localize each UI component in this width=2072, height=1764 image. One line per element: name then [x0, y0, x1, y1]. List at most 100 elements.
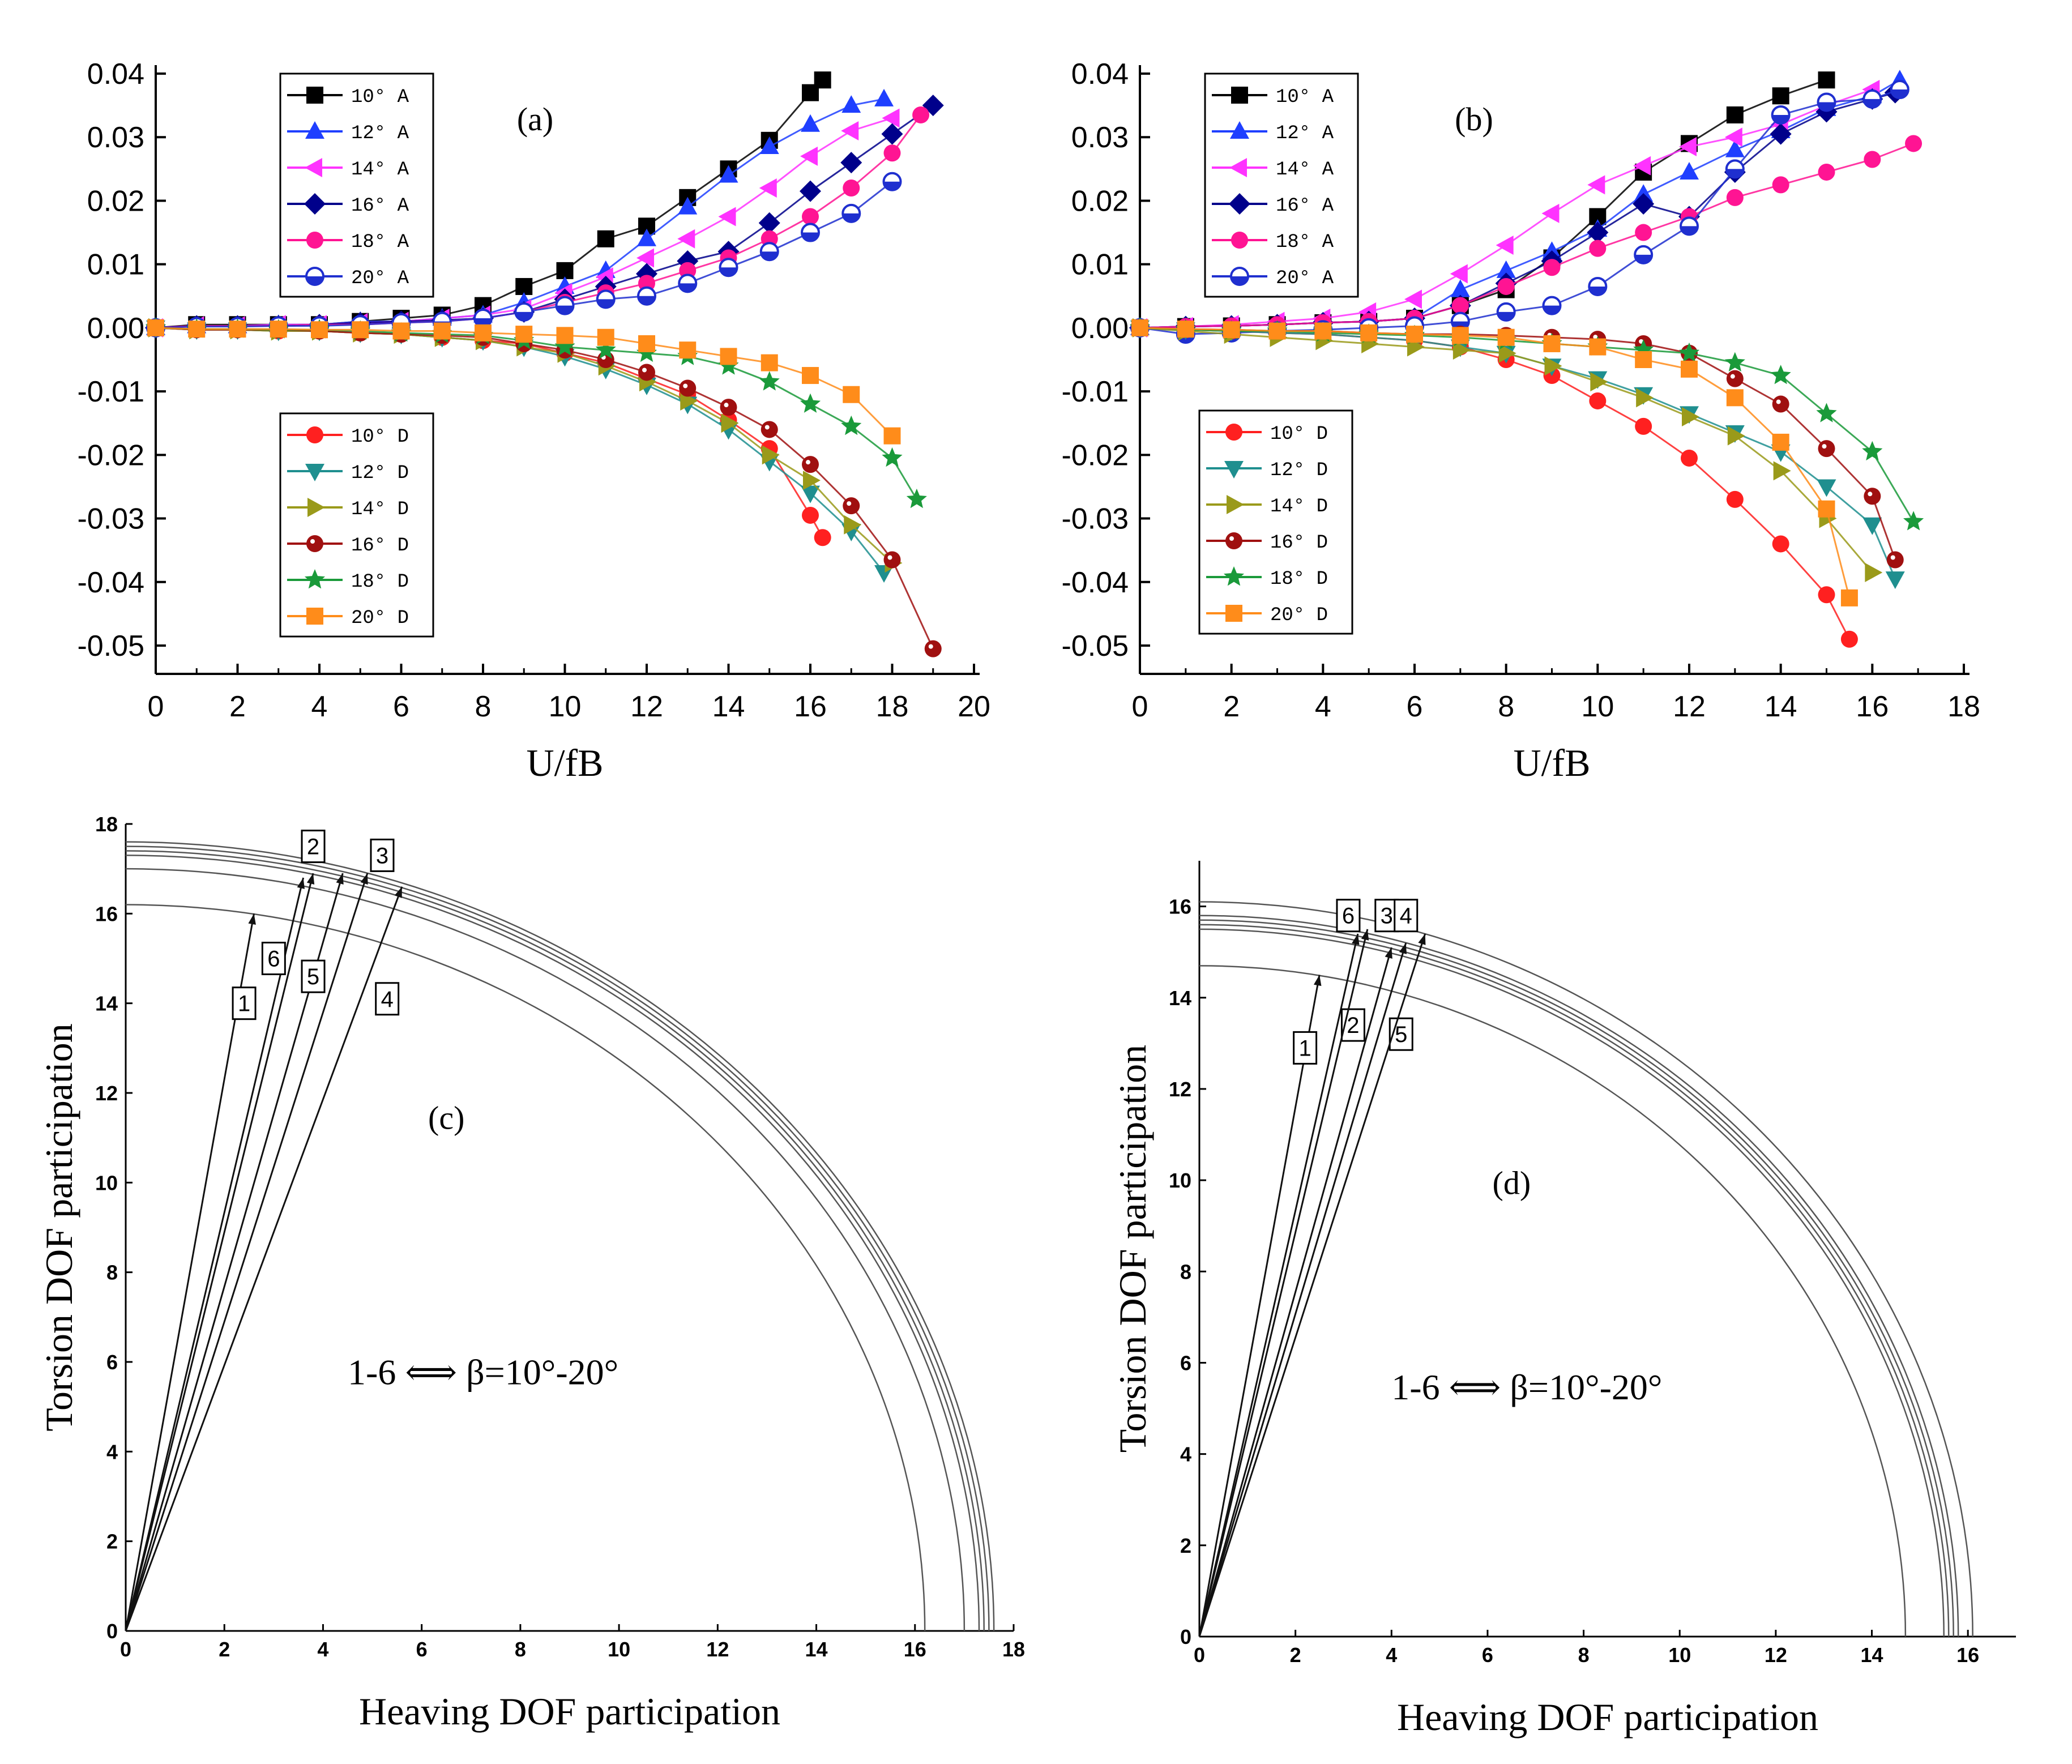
y-tick-label: 0.02	[1071, 185, 1129, 217]
data-point	[311, 321, 328, 339]
data-point	[1680, 161, 1699, 180]
data-point	[1177, 321, 1194, 338]
x-tick-label: 8	[515, 1638, 526, 1661]
y-tick-label: 0.03	[1071, 121, 1129, 154]
legend-label: 14° D	[1270, 496, 1328, 518]
legend-box	[279, 72, 434, 298]
data-point	[1816, 403, 1837, 422]
vector-label-box	[232, 986, 257, 1020]
data-point	[1682, 407, 1699, 426]
x-tick-label: 16	[794, 690, 827, 723]
vector-3: 3	[125, 838, 395, 1631]
data-point	[761, 354, 778, 371]
data-point	[721, 413, 739, 433]
y-tick-label: 4	[106, 1440, 118, 1463]
vector-4: 4	[125, 886, 403, 1631]
y-tick-label: 14	[1169, 986, 1191, 1010]
y-tick-label: 12	[1169, 1078, 1191, 1101]
data-point	[1772, 395, 1789, 413]
data-point	[802, 208, 819, 225]
data-point	[1230, 121, 1249, 139]
vector-line	[1198, 933, 1359, 1637]
x-tick-label: 10	[549, 690, 582, 723]
vector-label-box	[301, 959, 326, 993]
x-tick-label: 8	[1578, 1643, 1590, 1667]
y-tick-label: 0.04	[1071, 58, 1129, 91]
legend-label: 20° D	[351, 608, 409, 629]
data-point	[1818, 71, 1835, 89]
data-point	[352, 321, 369, 339]
data-point	[1544, 356, 1562, 376]
data-point	[1772, 433, 1789, 451]
data-point	[758, 212, 780, 234]
legend-label: 14° D	[351, 499, 409, 520]
y-tick-label: 2	[1180, 1534, 1191, 1557]
data-point	[1726, 189, 1744, 206]
arrow-head	[1418, 933, 1426, 945]
arrow-head	[1385, 947, 1392, 959]
data-point	[800, 180, 821, 202]
series-20-D	[1131, 319, 1858, 606]
series-line	[155, 327, 893, 564]
vector-line	[125, 877, 305, 1631]
data-point	[1587, 175, 1605, 195]
data-point	[761, 421, 778, 438]
arrow-head	[336, 873, 344, 885]
panel-label: (c)	[428, 1099, 464, 1136]
data-point	[1772, 176, 1789, 194]
panel-label: (a)	[517, 101, 553, 138]
data-point	[305, 121, 324, 139]
x-tick-label: 2	[229, 690, 246, 723]
vector-label: 3	[376, 843, 388, 868]
data-point	[677, 229, 695, 249]
y-tick-label: 0.01	[1071, 249, 1129, 281]
data-point	[1497, 328, 1515, 346]
data-point	[1770, 123, 1792, 145]
data-point	[595, 339, 616, 359]
legend-label: 16° A	[1276, 195, 1334, 217]
data-point	[305, 158, 322, 177]
data-point	[1589, 240, 1607, 257]
data-point	[1726, 106, 1744, 123]
data-point	[1885, 571, 1905, 590]
vector-6: 6	[1198, 899, 1369, 1637]
data-point	[1589, 392, 1607, 409]
marker-fill	[1818, 102, 1835, 111]
y-tick-label: 16	[1169, 895, 1191, 919]
x-tick-label: 0	[1194, 1643, 1205, 1667]
data-point	[1635, 224, 1652, 241]
data-point	[1589, 338, 1607, 356]
marker-dot	[1822, 444, 1827, 449]
vector-label-box	[1394, 899, 1419, 933]
y-tick-label: 12	[95, 1082, 118, 1105]
legend-label: 20° A	[351, 268, 409, 289]
data-point	[1451, 297, 1469, 314]
data-point	[814, 529, 831, 546]
x-tick-label: 10	[608, 1638, 630, 1661]
data-point	[803, 471, 821, 490]
x-tick-label: 18	[876, 690, 909, 723]
participation-arc	[125, 868, 965, 1631]
legend-label: 10° D	[1270, 424, 1328, 445]
data-point	[1818, 586, 1835, 604]
data-point	[720, 399, 737, 416]
vector-label-box	[370, 838, 395, 872]
y-tick-label: 8	[1180, 1260, 1191, 1283]
x-tick-label: 14	[805, 1638, 828, 1661]
x-tick-label: 4	[1386, 1643, 1397, 1667]
data-point	[841, 95, 861, 113]
data-point	[1543, 259, 1561, 276]
y-tick-label: -0.05	[77, 630, 144, 663]
vector-label: 1	[238, 992, 250, 1016]
vector-label: 2	[307, 835, 319, 860]
data-point	[1770, 365, 1791, 385]
marker-fill	[638, 296, 655, 305]
participation-arc	[125, 841, 995, 1631]
x-tick-label: 0	[148, 690, 164, 723]
data-point	[1223, 321, 1240, 339]
data-point	[1862, 517, 1882, 535]
data-point	[1678, 342, 1700, 362]
arrow-head	[1313, 975, 1322, 986]
data-point	[841, 415, 862, 435]
